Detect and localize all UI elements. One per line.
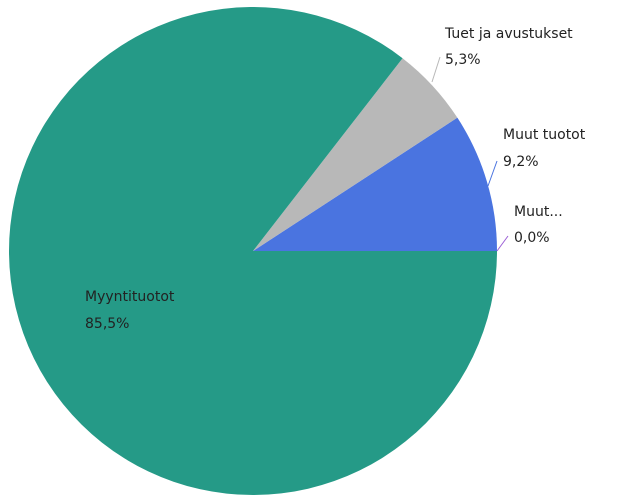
slice-value-label: 9,2% xyxy=(503,154,539,170)
slice-value-label: 85,5% xyxy=(85,316,129,332)
pie-slice xyxy=(253,58,458,251)
slice-label: Muut... xyxy=(514,204,563,220)
leader-line xyxy=(487,160,498,187)
pie-slice xyxy=(253,117,497,251)
slice-label: Tuet ja avustukset xyxy=(444,26,573,42)
slice-label: Myyntituotot xyxy=(85,289,175,305)
slice-value-label: 0,0% xyxy=(514,230,550,246)
leader-line xyxy=(431,56,441,83)
leader-line xyxy=(496,235,509,252)
slice-label: Muut tuotot xyxy=(503,127,586,143)
slice-value-label: 5,3% xyxy=(445,52,481,68)
pie-slice xyxy=(8,6,497,496)
